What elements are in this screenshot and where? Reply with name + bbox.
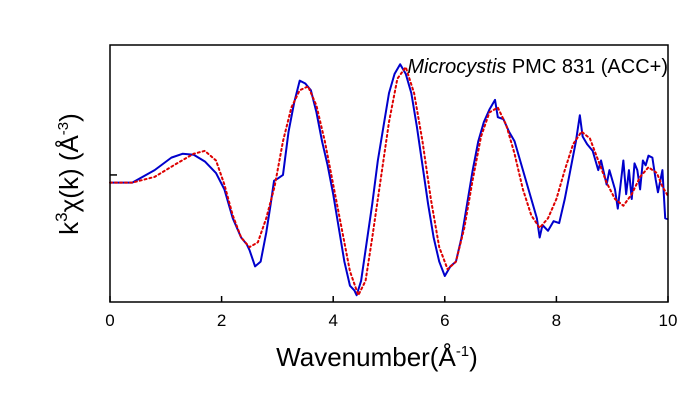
- series-layer: [109, 63, 669, 297]
- y-axis-title-k: k: [54, 221, 84, 235]
- y-axis-title-main: χ(k) (Å: [54, 135, 84, 213]
- x-axis-title-sup: -1: [456, 343, 469, 360]
- x-axis-title-close: ): [469, 342, 478, 372]
- x-tick-label: 6: [440, 311, 449, 330]
- x-tick-label: 10: [659, 311, 678, 330]
- annotation-italic: Microcystis: [407, 56, 506, 78]
- plot-frame: [109, 44, 669, 303]
- tick-layer: 0 2 4 6 8 10: [105, 174, 678, 330]
- y-axis-title: k3χ(k) (Å-3): [52, 113, 84, 235]
- x-tick-label: 4: [328, 311, 337, 330]
- x-axis-title-main: Wavenumber(Å: [276, 342, 456, 372]
- x-tick-label: 2: [217, 311, 226, 330]
- sample-annotation: Microcystis PMC 831 (ACC+): [407, 56, 668, 78]
- series-line-data: [110, 63, 669, 297]
- series-line-fit: [109, 66, 669, 297]
- annotation-rest: PMC 831 (ACC+): [506, 56, 668, 78]
- y-axis-title-close: ): [54, 113, 84, 122]
- x-axis-title: Wavenumber(Å-1): [276, 342, 478, 372]
- x-tick-label: 0: [105, 311, 114, 330]
- y-axis-title-sup2: -3: [55, 122, 72, 135]
- y-axis-title-sup: 3: [52, 212, 71, 221]
- x-tick-label: 8: [552, 311, 561, 330]
